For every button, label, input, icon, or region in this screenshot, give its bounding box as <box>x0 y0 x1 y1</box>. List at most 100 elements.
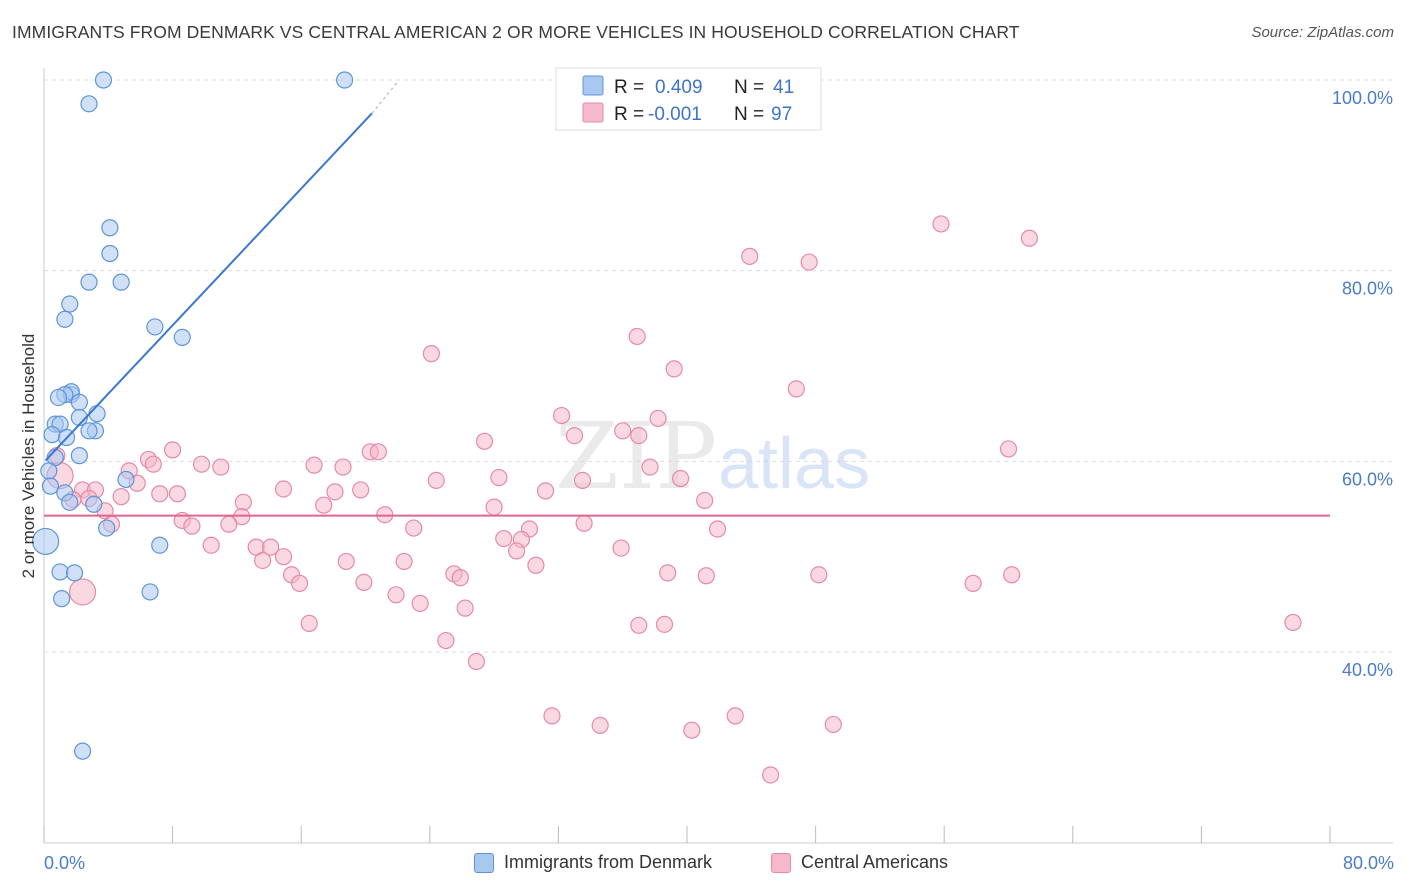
legend-pink-r-value: -0.001 <box>648 104 702 125</box>
data-point <box>117 470 135 489</box>
data-point <box>290 574 309 592</box>
pink-legend-label: Central Americans <box>801 852 949 872</box>
data-point <box>614 422 632 440</box>
data-point <box>49 388 68 407</box>
data-point <box>315 496 333 514</box>
data-point <box>80 422 98 440</box>
data-point <box>101 219 119 237</box>
pink-swatch <box>771 852 791 873</box>
legend-blue-n-label: N = <box>734 77 764 98</box>
data-point <box>68 578 97 606</box>
legend-blue-r-label: R = <box>614 77 644 98</box>
data-point <box>800 253 818 271</box>
data-point <box>451 569 469 587</box>
data-point <box>112 488 130 506</box>
data-point <box>536 482 555 500</box>
data-point <box>527 556 545 574</box>
y-axis-title: 2 or more Vehicles in Household <box>19 334 38 579</box>
data-point <box>683 721 701 739</box>
data-point <box>144 455 162 473</box>
data-point <box>508 542 526 560</box>
data-point <box>51 563 69 581</box>
y-tick-labels: 40.0% 60.0% 80.0% 100.0% <box>1332 88 1393 680</box>
data-point <box>671 469 690 488</box>
data-point <box>565 426 584 445</box>
data-point <box>964 574 982 592</box>
data-point <box>543 707 561 725</box>
watermark: ZIP atlas <box>555 403 870 510</box>
data-point <box>612 539 630 557</box>
data-point <box>696 491 714 510</box>
data-point <box>146 318 164 336</box>
data-point <box>88 405 106 423</box>
legend-pink-n-value: 97 <box>771 104 792 125</box>
legend-blue-r-value: 0.409 <box>655 77 703 98</box>
data-point <box>183 517 201 535</box>
data-point <box>254 551 272 570</box>
data-point <box>65 564 84 582</box>
data-point <box>85 495 103 513</box>
y-tick-label: 40.0% <box>1342 660 1393 680</box>
data-point <box>824 715 842 734</box>
data-point <box>575 514 593 532</box>
data-point <box>387 586 405 604</box>
data-point <box>573 471 592 489</box>
data-point <box>151 485 169 503</box>
data-point <box>741 247 759 265</box>
blue-points <box>32 71 354 760</box>
data-point <box>628 327 646 346</box>
data-point <box>334 458 352 476</box>
data-point <box>591 716 609 735</box>
data-point <box>427 471 445 489</box>
data-point <box>810 566 828 584</box>
chart-source: Source: ZipAtlas.com <box>1251 24 1394 41</box>
data-point <box>336 71 354 89</box>
data-point <box>475 432 494 450</box>
x-tick-min: 0.0% <box>44 853 85 873</box>
data-point <box>305 456 323 474</box>
data-point <box>630 426 648 445</box>
legend-blue-swatch <box>582 75 604 96</box>
blue-trendline-extension <box>371 81 399 114</box>
data-point <box>141 583 159 601</box>
data-point <box>43 426 61 444</box>
data-point <box>932 215 950 233</box>
data-point <box>98 519 116 537</box>
blue-swatch <box>474 852 494 873</box>
data-point <box>32 527 60 556</box>
data-point <box>708 520 727 538</box>
data-point <box>212 458 230 476</box>
data-point <box>490 468 508 487</box>
data-point <box>40 462 58 480</box>
data-point <box>395 552 413 571</box>
data-point <box>437 631 455 650</box>
x-tick-max: 80.0% <box>1343 853 1394 873</box>
data-point <box>1003 566 1021 584</box>
data-point <box>649 409 667 428</box>
data-point <box>999 440 1018 458</box>
data-point <box>192 455 211 473</box>
data-point <box>202 536 220 554</box>
data-point <box>467 652 486 671</box>
data-point <box>495 529 513 548</box>
chart-title: IMMIGRANTS FROM DENMARK VS CENTRAL AMERI… <box>12 22 1020 42</box>
data-point <box>262 538 280 556</box>
data-point <box>761 766 780 784</box>
trendlines <box>44 81 1330 517</box>
data-point <box>73 742 92 760</box>
legend-pink-swatch <box>582 102 604 123</box>
data-point <box>61 493 79 511</box>
data-point <box>53 590 71 608</box>
data-point <box>326 483 344 501</box>
data-point <box>369 443 387 461</box>
legend-blue-n-value: 41 <box>773 77 794 98</box>
data-point <box>112 273 130 291</box>
data-point <box>300 614 318 633</box>
data-point <box>485 498 503 516</box>
data-point <box>553 406 571 425</box>
data-point <box>630 616 648 634</box>
bottom-legend-pink: Central Americans <box>771 852 948 873</box>
data-point <box>101 244 119 263</box>
data-point <box>355 573 373 592</box>
data-point <box>41 477 60 495</box>
